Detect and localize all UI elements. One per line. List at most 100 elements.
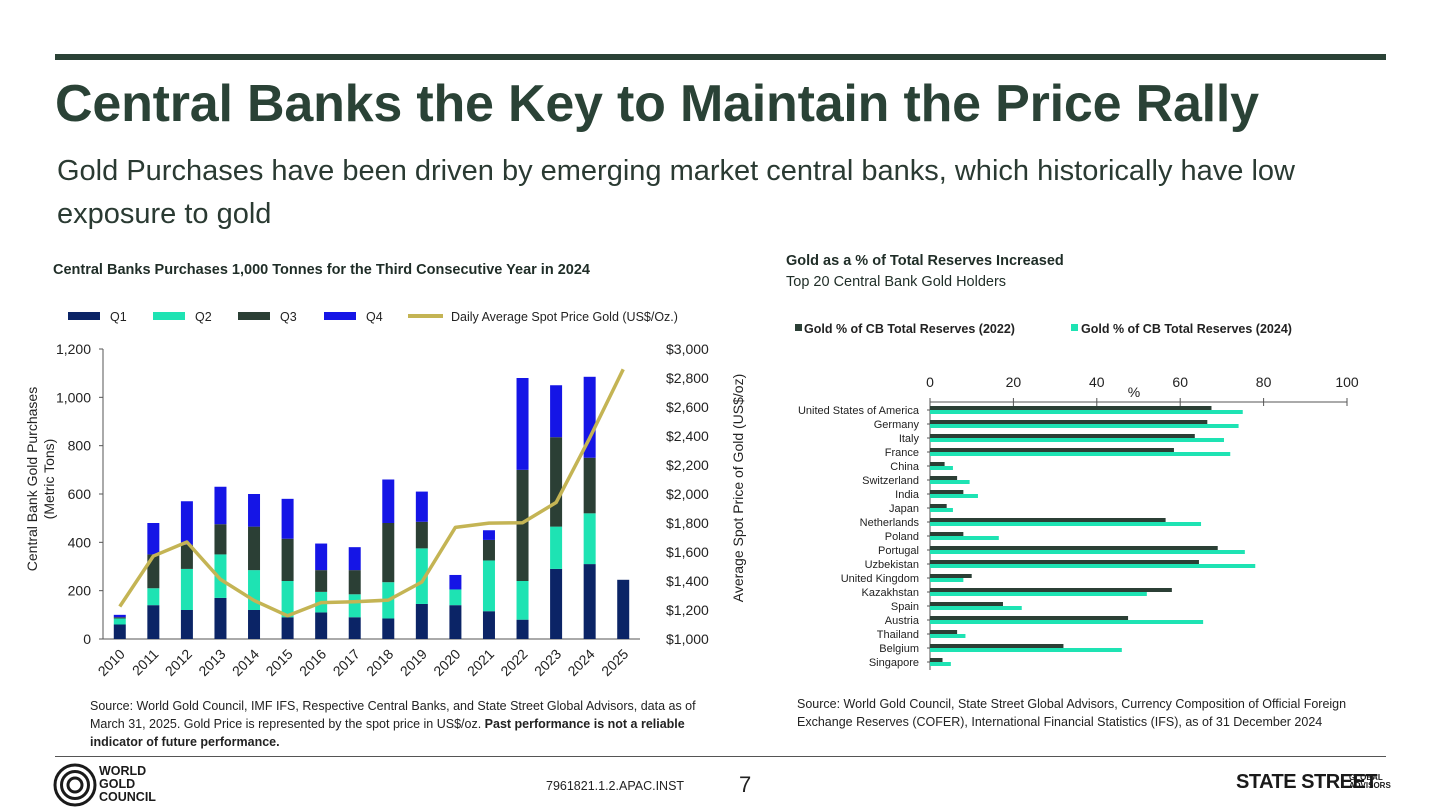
bar-2022-Italy: [930, 434, 1195, 438]
category-label-Germany: Germany: [874, 419, 920, 431]
y2-tick-label: $2,600: [666, 399, 709, 415]
bar-q1-2019: [415, 603, 428, 639]
category-label-Italy: Italy: [899, 433, 920, 445]
bar-q3-2022: [516, 469, 529, 581]
bar-q2-2017: [348, 594, 361, 618]
legend-label-price: Daily Average Spot Price Gold (US$/Oz.): [451, 310, 678, 324]
left-chart-source: Source: World Gold Council, IMF IFS, Res…: [90, 699, 696, 749]
bar-q2-2015: [281, 581, 294, 618]
bar-q3-2021: [482, 539, 495, 561]
bar-q1-2014: [248, 610, 261, 639]
bar-2022-Thailand: [930, 630, 958, 634]
category-label-Japan: Japan: [889, 503, 919, 515]
category-label-Belgium: Belgium: [879, 643, 919, 655]
bar-2024-Netherlands: [930, 522, 1202, 526]
page-subtitle: Gold Purchases have been driven by emerg…: [57, 155, 1295, 230]
bar-2024-India: [930, 494, 978, 498]
bar-q1-2018: [382, 618, 395, 639]
legend-swatch-2022: [795, 324, 802, 331]
bar-2022-India: [930, 490, 964, 494]
wgc-logo-text: WORLD GOLD COUNCIL: [99, 764, 156, 804]
bar-q2-2022: [516, 581, 529, 620]
bar-q4-2020: [449, 574, 462, 590]
x-tick-label-2013: 2013: [195, 646, 228, 679]
y2-tick-label: $2,200: [666, 457, 709, 473]
bar-2024-Uzbekistan: [930, 564, 1256, 568]
legend-swatch-2024: [1071, 324, 1078, 331]
bar-2024-Portugal: [930, 550, 1245, 554]
purchases-chart: Q1 Q2 Q3 Q4 Daily Average Spot Price Gold (U…: [24, 310, 746, 679]
bar-2022-Austria: [930, 616, 1129, 620]
bottom-rule: [55, 756, 1386, 757]
x-tick-label: 40: [1089, 374, 1105, 390]
bar-2024-Belgium: [930, 648, 1122, 652]
legend-label-q1: Q1: [110, 310, 127, 324]
bar-q1-2024: [583, 564, 596, 639]
y-tick-label: 400: [68, 534, 92, 550]
x-tick-label: 20: [1006, 374, 1022, 390]
bar-q1-2020: [449, 605, 462, 639]
bar-q2-2020: [449, 589, 462, 606]
category-label-United Kingdom: United Kingdom: [841, 573, 919, 585]
x-tick-label-2016: 2016: [296, 646, 329, 679]
bar-q1-2017: [348, 617, 361, 639]
y2-tick-label: $3,000: [666, 341, 709, 357]
category-label-Netherlands: Netherlands: [860, 517, 920, 529]
bar-q4-2023: [550, 385, 563, 438]
bar-2022-Kazakhstan: [930, 588, 1172, 592]
legend-label-2024: Gold % of CB Total Reserves (2024): [1081, 322, 1292, 336]
x-axis-title: %: [1128, 384, 1140, 400]
bar-q2-2023: [550, 526, 563, 569]
bar-q4-2012: [180, 501, 193, 545]
right-chart-title: Gold as a % of Total Reserves Increased: [786, 253, 1064, 269]
x-tick-label: 100: [1335, 374, 1359, 390]
bar-2024-France: [930, 452, 1231, 456]
category-label-Switzerland: Switzerland: [862, 475, 919, 487]
left-chart-title: Central Banks Purchases 1,000 Tonnes for…: [53, 262, 590, 278]
bar-q3-2013: [214, 524, 227, 555]
bar-2022-Spain: [930, 602, 1003, 606]
bar-q2-2013: [214, 554, 227, 598]
bar-2022-Netherlands: [930, 518, 1166, 522]
y2-tick-label: $1,800: [666, 515, 709, 531]
x-tick-label-2017: 2017: [329, 646, 362, 679]
right-chart-source: Source: World Gold Council, State Street…: [797, 697, 1347, 729]
category-label-Poland: Poland: [885, 531, 919, 543]
bar-2022-United States of America: [930, 406, 1212, 410]
document-id: 7961821.1.2.APAC.INST: [546, 779, 685, 793]
bar-q3-2014: [248, 526, 261, 571]
bar-q3-2010: [113, 617, 126, 619]
x-tick-label-2018: 2018: [363, 646, 396, 679]
bar-q4-2022: [516, 378, 529, 470]
bar-q3-2018: [382, 523, 395, 583]
bar-q1-2021: [482, 611, 495, 639]
bar-2022-Portugal: [930, 546, 1218, 550]
bar-q2-2012: [180, 568, 193, 610]
price-line: [118, 368, 625, 618]
bar-2022-Japan: [930, 504, 947, 508]
bar-2024-Thailand: [930, 634, 966, 638]
bar-2024-China: [930, 466, 953, 470]
bar-2024-Kazakhstan: [930, 592, 1147, 596]
bar-2022-Singapore: [930, 658, 943, 662]
y2-tick-label: $1,600: [666, 544, 709, 560]
legend-label-q2: Q2: [195, 310, 212, 324]
bar-q1-2012: [180, 610, 193, 639]
x-tick-label-2011: 2011: [129, 646, 162, 679]
category-label-Portugal: Portugal: [878, 545, 919, 557]
legend-label-2022: Gold % of CB Total Reserves (2022): [804, 322, 1015, 336]
bar-q3-2016: [315, 570, 328, 592]
x-tick-label: 60: [1172, 374, 1188, 390]
bar-2024-United Kingdom: [930, 578, 964, 582]
bar-q3-2024: [583, 457, 596, 514]
category-label-Spain: Spain: [891, 601, 919, 613]
y2-tick-label: $2,400: [666, 428, 709, 444]
bar-q4-2017: [348, 547, 361, 571]
y-tick-label: 1,000: [56, 389, 91, 405]
bar-2024-Japan: [930, 508, 953, 512]
y-tick-label: 800: [68, 438, 92, 454]
y2-tick-label: $1,400: [666, 573, 709, 589]
bar-2022-France: [930, 448, 1174, 452]
bar-q4-2013: [214, 486, 227, 525]
bar-2024-Austria: [930, 620, 1204, 624]
